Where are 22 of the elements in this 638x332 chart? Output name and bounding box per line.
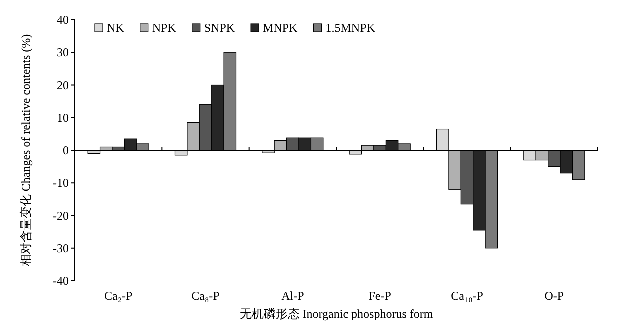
y-tick-label: -30 [53,241,69,256]
y-tick-label: 40 [57,13,69,27]
legend-label: 1.5MNPK [326,21,376,35]
x-tick-label: Al-P [282,289,305,303]
x-tick-label: Ca₈-P [192,289,220,303]
x-tick-label: O-P [544,289,564,303]
x-tick-label: Ca₁₀-P [451,289,484,303]
y-tick-label: -40 [53,274,69,288]
y-tick-label: -20 [53,208,69,223]
legend-label: MNPK [263,21,298,35]
y-axis-title: 相对含量变化 Changes of relative contents (%) [19,34,33,267]
x-tick-label: Fe-P [368,289,392,303]
y-tick-label: 20 [57,78,69,92]
legend-label: NPK [152,21,177,35]
y-tick-label: -10 [53,176,69,190]
legend-label: SNPK [204,21,236,35]
x-axis-title: 无机磷形态 Inorganic phosphorus form [240,307,434,321]
x-tick-label: Ca₂-P [104,289,133,303]
legend-label: NK [107,21,125,35]
y-tick-label: 0 [63,144,69,158]
y-tick-label: 30 [57,46,69,60]
y-tick-label: 10 [57,110,69,125]
